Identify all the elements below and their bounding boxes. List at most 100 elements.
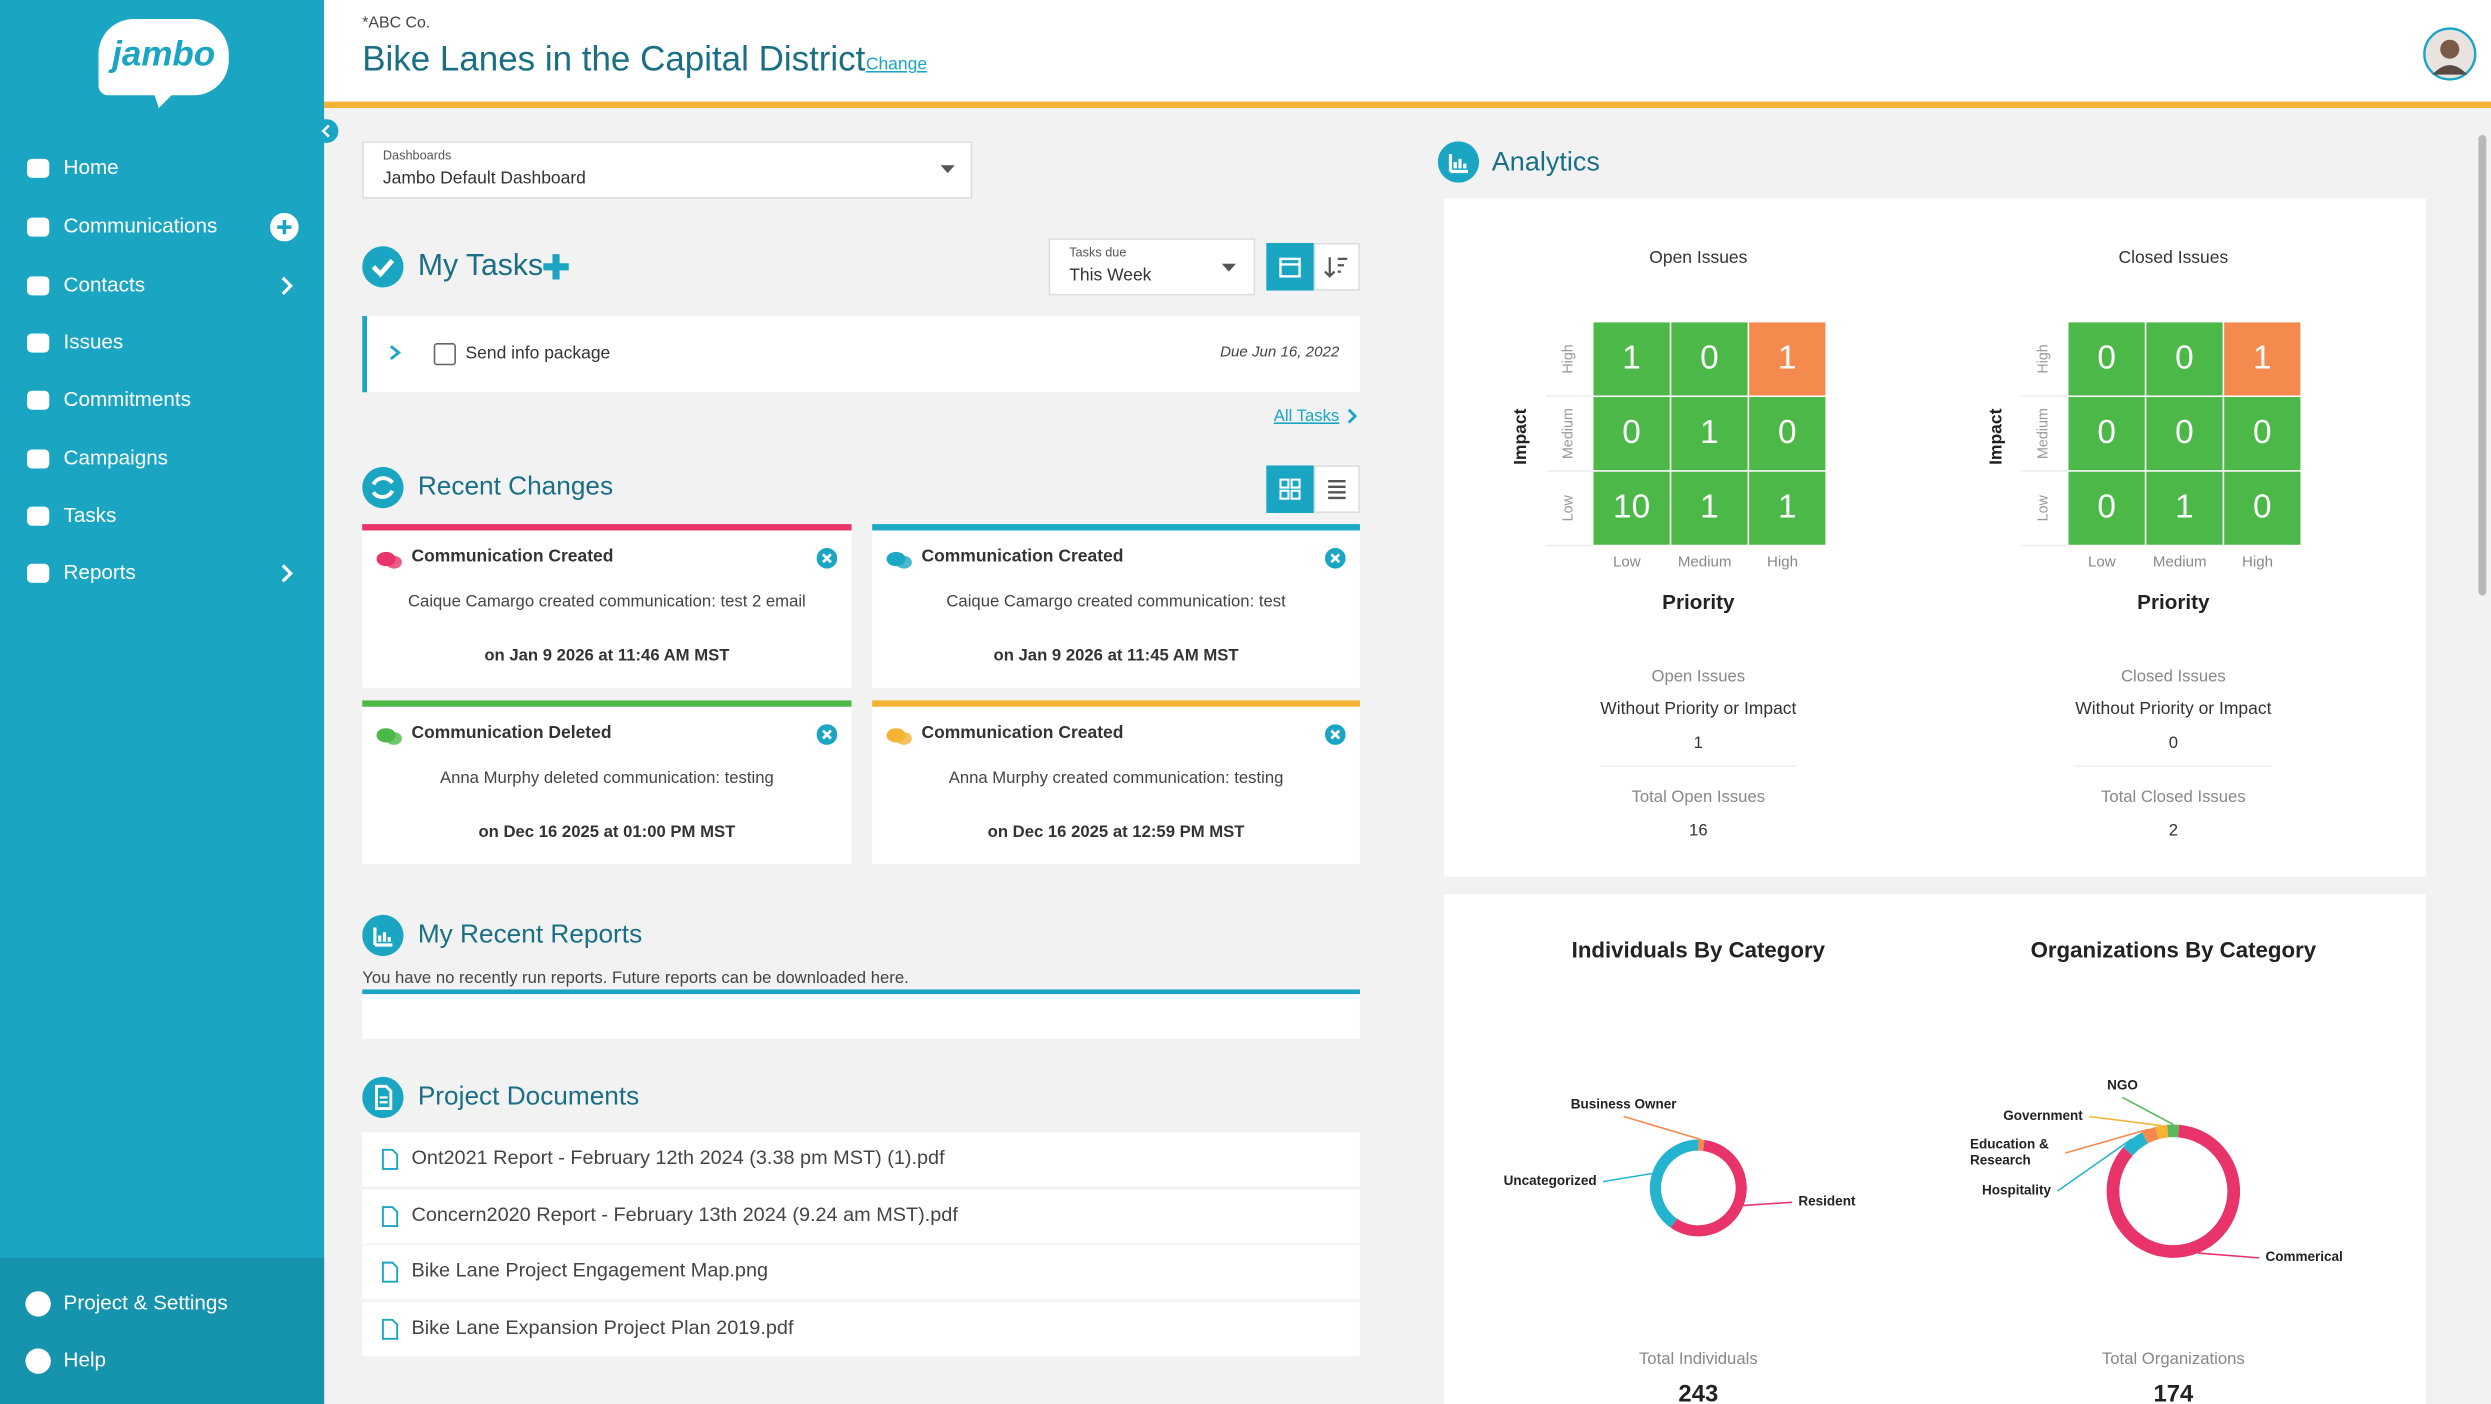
document-row[interactable]: Ont2021 Report - February 12th 2024 (3.3… — [362, 1132, 1360, 1187]
document-name[interactable]: Bike Lane Project Engagement Map.png — [411, 1259, 769, 1282]
all-tasks-link[interactable]: All Tasks — [1273, 406, 1340, 426]
icon-part — [27, 158, 50, 178]
sort-button[interactable] — [1313, 242, 1360, 291]
icon-part — [362, 466, 404, 509]
icon-part — [2432, 65, 2468, 75]
matrix-cell[interactable]: 1 — [2224, 322, 2301, 396]
menu-item[interactable]: Issues — [63, 329, 124, 354]
donut-title: Individuals By Category — [1571, 936, 1826, 963]
footer-item[interactable]: Help — [63, 1347, 107, 1372]
icon-part — [1279, 257, 1301, 278]
categories-panel — [1444, 894, 2426, 1404]
menu-item[interactable]: Communications — [63, 213, 218, 238]
menu-item[interactable]: Campaigns — [63, 445, 169, 470]
card-icon — [376, 551, 402, 570]
matrix-cell[interactable]: 0 — [2224, 471, 2301, 545]
menu-item[interactable]: Commitments — [63, 386, 191, 411]
task-name[interactable]: Send info package — [465, 344, 611, 364]
summary-sub: Without Priority or Impact — [1600, 699, 1797, 719]
document-name[interactable]: Bike Lane Expansion Project Plan 2019.pd… — [411, 1315, 794, 1338]
menu-item[interactable]: Tasks — [63, 502, 117, 527]
matrix-cell[interactable]: 0 — [2068, 397, 2145, 471]
matrix-cell[interactable]: 0 — [1749, 397, 1826, 471]
task-checkbox[interactable] — [433, 343, 456, 366]
icon-part — [362, 246, 404, 288]
menu-item[interactable]: Home — [63, 154, 119, 179]
sidebar — [0, 0, 325, 1404]
footer-item[interactable]: Project & Settings — [63, 1290, 228, 1315]
icon-part — [1313, 242, 1360, 291]
icon-part — [2440, 39, 2460, 59]
matrix-cell[interactable]: 1 — [2146, 471, 2223, 545]
document-name[interactable]: Concern2020 Report - February 13th 2024 … — [411, 1202, 958, 1225]
matrix-cell[interactable]: 0 — [2146, 322, 2223, 396]
logo-text: jambo — [112, 33, 216, 74]
icon-part — [1347, 408, 1358, 424]
matrix-cell[interactable]: 10 — [1593, 471, 1670, 545]
document-row[interactable]: Concern2020 Report - February 13th 2024 … — [362, 1188, 1360, 1243]
card-date: on Jan 9 2026 at 11:46 AM MST — [484, 646, 730, 666]
matrix-cell[interactable]: 0 — [2068, 322, 2145, 396]
matrix-cell[interactable]: 0 — [2224, 397, 2301, 471]
add-communication[interactable] — [270, 212, 299, 242]
menu-item[interactable]: Contacts — [63, 272, 146, 297]
icon-part — [277, 219, 292, 235]
calendar-button[interactable] — [1266, 242, 1314, 291]
icon-part — [27, 158, 50, 178]
logo[interactable]: jambo — [98, 19, 229, 96]
dashboard-select[interactable]: Dashboards Jambo Default Dashboard — [362, 141, 973, 199]
org-name: *ABC Co. — [362, 14, 431, 33]
matrix-cell[interactable]: 1 — [1671, 397, 1748, 471]
grid-view-button[interactable] — [1266, 465, 1314, 513]
matrix-col-label: Low — [1612, 553, 1641, 572]
matrix-row-label: Medium — [1559, 408, 1576, 460]
tasks-filter[interactable]: Tasks due This Week — [1048, 238, 1256, 296]
matrix-cell[interactable]: 1 — [1749, 471, 1826, 545]
icon-part — [25, 1291, 51, 1317]
matrix-cell[interactable]: 0 — [2146, 397, 2223, 471]
card-dismiss[interactable] — [816, 547, 838, 569]
matrix-cell[interactable]: 1 — [1593, 322, 1670, 396]
file-icon — [381, 1317, 399, 1340]
add-task[interactable] — [542, 253, 571, 282]
icon-part — [816, 547, 838, 569]
cell-value: 0 — [2097, 339, 2116, 377]
task-expand[interactable] — [389, 345, 402, 361]
matrix-cell[interactable]: 1 — [1671, 471, 1748, 545]
impact-label: Impact — [1511, 408, 1531, 465]
matrix-cell[interactable]: 0 — [1593, 397, 1670, 471]
card-dismiss[interactable] — [1324, 724, 1346, 745]
document-name[interactable]: Ont2021 Report - February 12th 2024 (3.3… — [411, 1146, 945, 1169]
icon-part — [27, 563, 50, 583]
footer-icon — [24, 1347, 53, 1376]
matrix-rule — [1545, 470, 1594, 472]
menu-chevron — [280, 276, 296, 295]
matrix-cell[interactable]: 0 — [1671, 322, 1748, 396]
priority-label: Priority — [2137, 590, 2210, 614]
matrix-cell[interactable]: 0 — [2068, 471, 2145, 545]
document-row[interactable]: Bike Lane Project Engagement Map.png — [362, 1245, 1360, 1300]
collapse-button[interactable] — [314, 119, 339, 143]
matrix-row-label: High — [1559, 344, 1576, 374]
donut-total: 243 — [1678, 1380, 1719, 1404]
matrix-cell[interactable]: 1 — [1749, 322, 1826, 396]
icon-part — [371, 258, 395, 278]
card-text: Caique Camargo created communication: te… — [407, 592, 806, 612]
menu-icon — [24, 503, 53, 528]
menu-item[interactable]: Reports — [63, 559, 136, 584]
scroll-thumb[interactable] — [2478, 134, 2487, 596]
menu-icon — [24, 561, 53, 586]
donut-total: 174 — [2153, 1380, 2194, 1404]
card-text: Anna Murphy created communication: testi… — [948, 768, 1284, 788]
change-link[interactable]: Change — [865, 55, 928, 75]
segment-label: NGO — [2107, 1076, 2138, 1093]
card-dismiss[interactable] — [816, 724, 838, 745]
card-dismiss[interactable] — [1324, 547, 1346, 569]
cell-value: 0 — [2097, 489, 2116, 526]
total-value: 16 — [1689, 821, 1708, 841]
list-view-button[interactable] — [1313, 465, 1360, 513]
avatar[interactable] — [2423, 27, 2477, 81]
document-row[interactable]: Bike Lane Expansion Project Plan 2019.pd… — [362, 1301, 1360, 1356]
icon-part — [281, 276, 293, 295]
